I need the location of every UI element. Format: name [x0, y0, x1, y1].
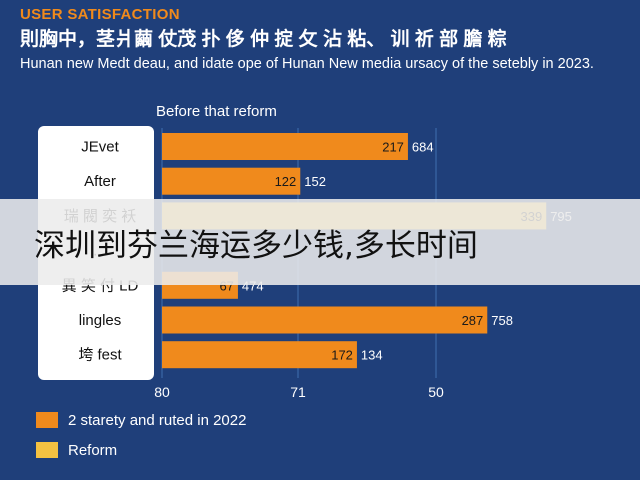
bar-6 — [162, 341, 357, 369]
category-label-5: lingles — [79, 312, 122, 329]
bar-secondary-label-1: 152 — [304, 174, 326, 189]
bar-value-label-1: 122 — [275, 174, 297, 189]
bar-1 — [162, 167, 301, 195]
kicker-label: USER SATISFACTION — [20, 6, 180, 23]
bar-value-label-6: 172 — [331, 348, 353, 363]
category-label-6: 垮 fest — [78, 347, 122, 364]
legend-item-2022: 2 starety and ruted in 2022 — [36, 408, 246, 432]
bar-value-label-0: 217 — [382, 140, 404, 155]
legend-swatch-reform — [36, 442, 58, 458]
bar-5 — [162, 306, 488, 334]
bar-0 — [162, 133, 408, 160]
category-label-0: JEvet — [81, 139, 119, 156]
legend-label-reform: Reform — [68, 441, 118, 459]
legend-label-2022: 2 starety and ruted in 2022 — [68, 411, 247, 429]
legend-item-reform: Reform — [36, 438, 246, 462]
page-title: 則胸中，茎爿繭 仗茂 扑 侈 仲 掟 攵 沾 粘、 训 祈 部 膽 粽 — [20, 29, 507, 50]
x-tick-label-2: 50 — [428, 384, 444, 400]
bar-secondary-label-5: 758 — [491, 313, 513, 328]
legend-swatch-2022 — [36, 412, 58, 428]
x-tick-label-0: 80 — [154, 384, 170, 400]
category-label-1: After — [84, 173, 116, 190]
x-tick-label-1: 71 — [290, 384, 306, 400]
overlay-text: 深圳到芬兰海运多少钱,多长时间 — [34, 227, 478, 264]
bar-value-label-5: 287 — [462, 313, 484, 328]
overlay-banner: 深圳到芬兰海运多少钱,多长时间 — [0, 199, 640, 285]
page-subtitle: Hunan new Medt deau, and idate ope of Hu… — [20, 56, 594, 72]
bar-secondary-label-6: 134 — [361, 348, 383, 363]
chart-subtitle: Before that reform — [156, 103, 277, 120]
bar-secondary-label-0: 684 — [412, 140, 434, 155]
header: USER SATISFACTION 則胸中，茎爿繭 仗茂 扑 侈 仲 掟 攵 沾… — [20, 6, 630, 73]
chart-legend: 2 starety and ruted in 2022 Reform — [36, 408, 246, 468]
